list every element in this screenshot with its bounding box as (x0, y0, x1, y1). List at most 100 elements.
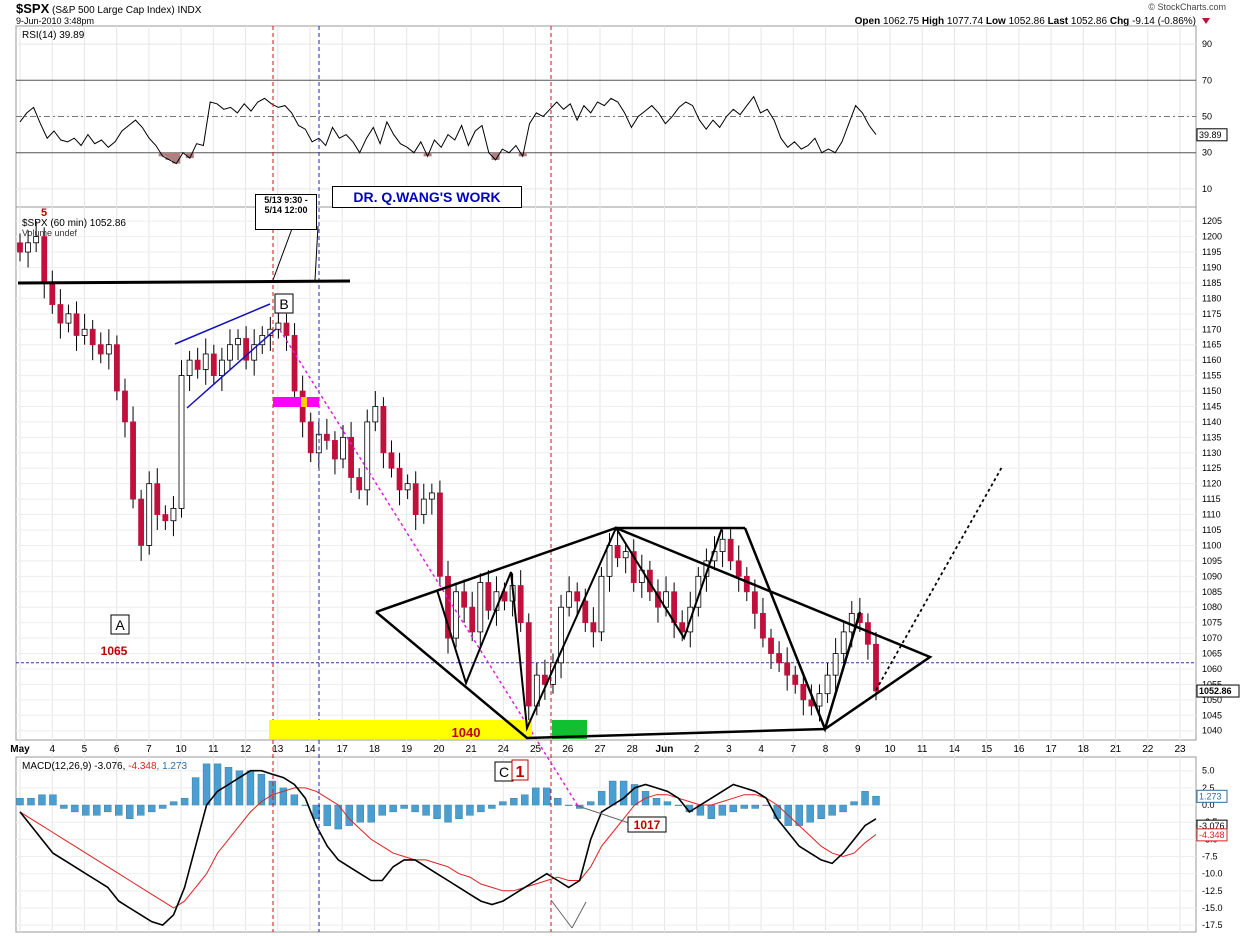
author-title-box: DR. Q.WANG'S WORK (332, 186, 522, 208)
candle-body (340, 436, 346, 460)
yellow-zone (269, 720, 532, 739)
candle-body (194, 359, 201, 370)
candle-body (840, 631, 847, 654)
resistance-line (17, 279, 351, 285)
candle-body (105, 344, 112, 355)
macd-histogram-bar (268, 780, 277, 806)
candle-body (792, 674, 799, 685)
price-tick-label: 1110 (1202, 510, 1221, 520)
candle-body (210, 353, 217, 376)
date-callout-pointer (314, 225, 319, 281)
label-c: C (499, 764, 509, 780)
x-tick-label: 25 (530, 744, 542, 755)
candle-body (606, 545, 613, 577)
candle-body (218, 359, 225, 376)
candle-body (517, 585, 524, 624)
macd-histogram-bar (488, 804, 496, 809)
x-tick-label: 27 (594, 744, 606, 755)
price-tick-label: 1080 (1202, 602, 1222, 612)
candle-body (574, 591, 581, 602)
candle-body (445, 575, 451, 639)
candle-body (356, 477, 363, 491)
value-1017: 1017 (634, 818, 661, 832)
candle-body (751, 591, 758, 614)
rsi-tick-label: 10 (1202, 184, 1212, 194)
rsi-last-box (1196, 128, 1228, 142)
price-tick-label: 1120 (1202, 479, 1221, 489)
last-value: 1052.86 (1070, 16, 1108, 27)
macd-histogram-bar (60, 804, 68, 809)
volume-label: Volume undef (22, 228, 78, 238)
macd-histogram-bar (806, 804, 814, 823)
candle-body (259, 335, 266, 346)
datetime: 9-Jun-2010 3:48pm (16, 16, 95, 26)
candle-body (582, 600, 589, 624)
candle-body (186, 359, 193, 376)
macd-last-box (1196, 828, 1228, 842)
macd-tick-label: -12.5 (1202, 886, 1223, 896)
low-label: Low (985, 16, 1006, 27)
macd-legend-name: MACD(12,26,9) (22, 761, 94, 772)
x-tick-label: 11 (917, 744, 928, 755)
x-tick-label: 23 (1174, 744, 1186, 755)
x-tick-label: 26 (562, 744, 574, 755)
rsi-panel (19, 95, 877, 165)
x-tick-label: 21 (466, 744, 478, 755)
macd-histogram-bar (444, 804, 452, 823)
macd-histogram-bar (246, 770, 255, 806)
x-tick-label: 16 (1013, 744, 1025, 755)
macd-last-label: -4.348 (1199, 830, 1225, 840)
price-tick-label: 1150 (1202, 386, 1221, 396)
candle-body (679, 622, 686, 633)
price-tick-label: 1185 (1202, 278, 1221, 288)
candle-body (275, 322, 282, 330)
wave-down (743, 527, 862, 733)
macd-histogram-bar (202, 763, 211, 806)
candle-body (477, 582, 484, 633)
annotations (17, 26, 1003, 932)
macd-histogram-bar (718, 804, 727, 816)
wedge-lower-line (186, 328, 277, 409)
candle-body (380, 406, 387, 454)
candle-body (130, 421, 136, 500)
text-labels: May 4 5 6 7 10 11 12 13 14 17 18 19 20 21 24 25 26 27 28 Jun… (10, 30, 1240, 930)
x-tick-label: 21 (1110, 744, 1122, 755)
price-tick-label: 1040 (1202, 726, 1222, 736)
candle-body (848, 612, 855, 633)
macd-last-box (1196, 789, 1228, 803)
macd-histogram-bar (104, 804, 112, 813)
candle-body (348, 436, 354, 478)
price-tick-label: 1175 (1202, 309, 1221, 319)
price-tick-label: 1135 (1202, 432, 1221, 442)
candle-body (114, 344, 120, 392)
candle-body (437, 492, 443, 577)
x-tick-label: 11 (208, 744, 219, 755)
macd-histogram-bar (16, 797, 24, 806)
macd-histogram-bar (312, 804, 321, 819)
macd-tick-label: -7.5 (1202, 852, 1218, 862)
candle-body (735, 560, 742, 577)
macd-last-label: -3.076 (1199, 821, 1225, 831)
candle-body (832, 653, 839, 676)
x-tick-label: 3 (726, 744, 732, 755)
macd-histogram-bar (729, 804, 738, 813)
macd-frame (15, 756, 1197, 933)
macd-histogram-bar (543, 787, 551, 806)
diamond-pattern (375, 526, 933, 740)
macd-histogram-bar (137, 804, 145, 816)
symbol: $SPX (16, 1, 50, 16)
x-tick-label: 14 (949, 744, 961, 755)
x-tick-label: 22 (1142, 744, 1154, 755)
price-tick-label: 1055 (1202, 679, 1222, 689)
candle-body (25, 242, 31, 253)
candle-body (33, 236, 40, 244)
rsi-tick-label: 50 (1202, 112, 1212, 122)
x-tick-label: 6 (114, 744, 120, 755)
price-tick-label: 1075 (1202, 618, 1222, 628)
macd-line (19, 769, 877, 927)
candle-body (364, 421, 371, 491)
grid-lines (16, 26, 1196, 932)
candle-body (170, 507, 177, 522)
candle-body (412, 483, 419, 515)
macd-last-label: 1.273 (1199, 791, 1222, 801)
